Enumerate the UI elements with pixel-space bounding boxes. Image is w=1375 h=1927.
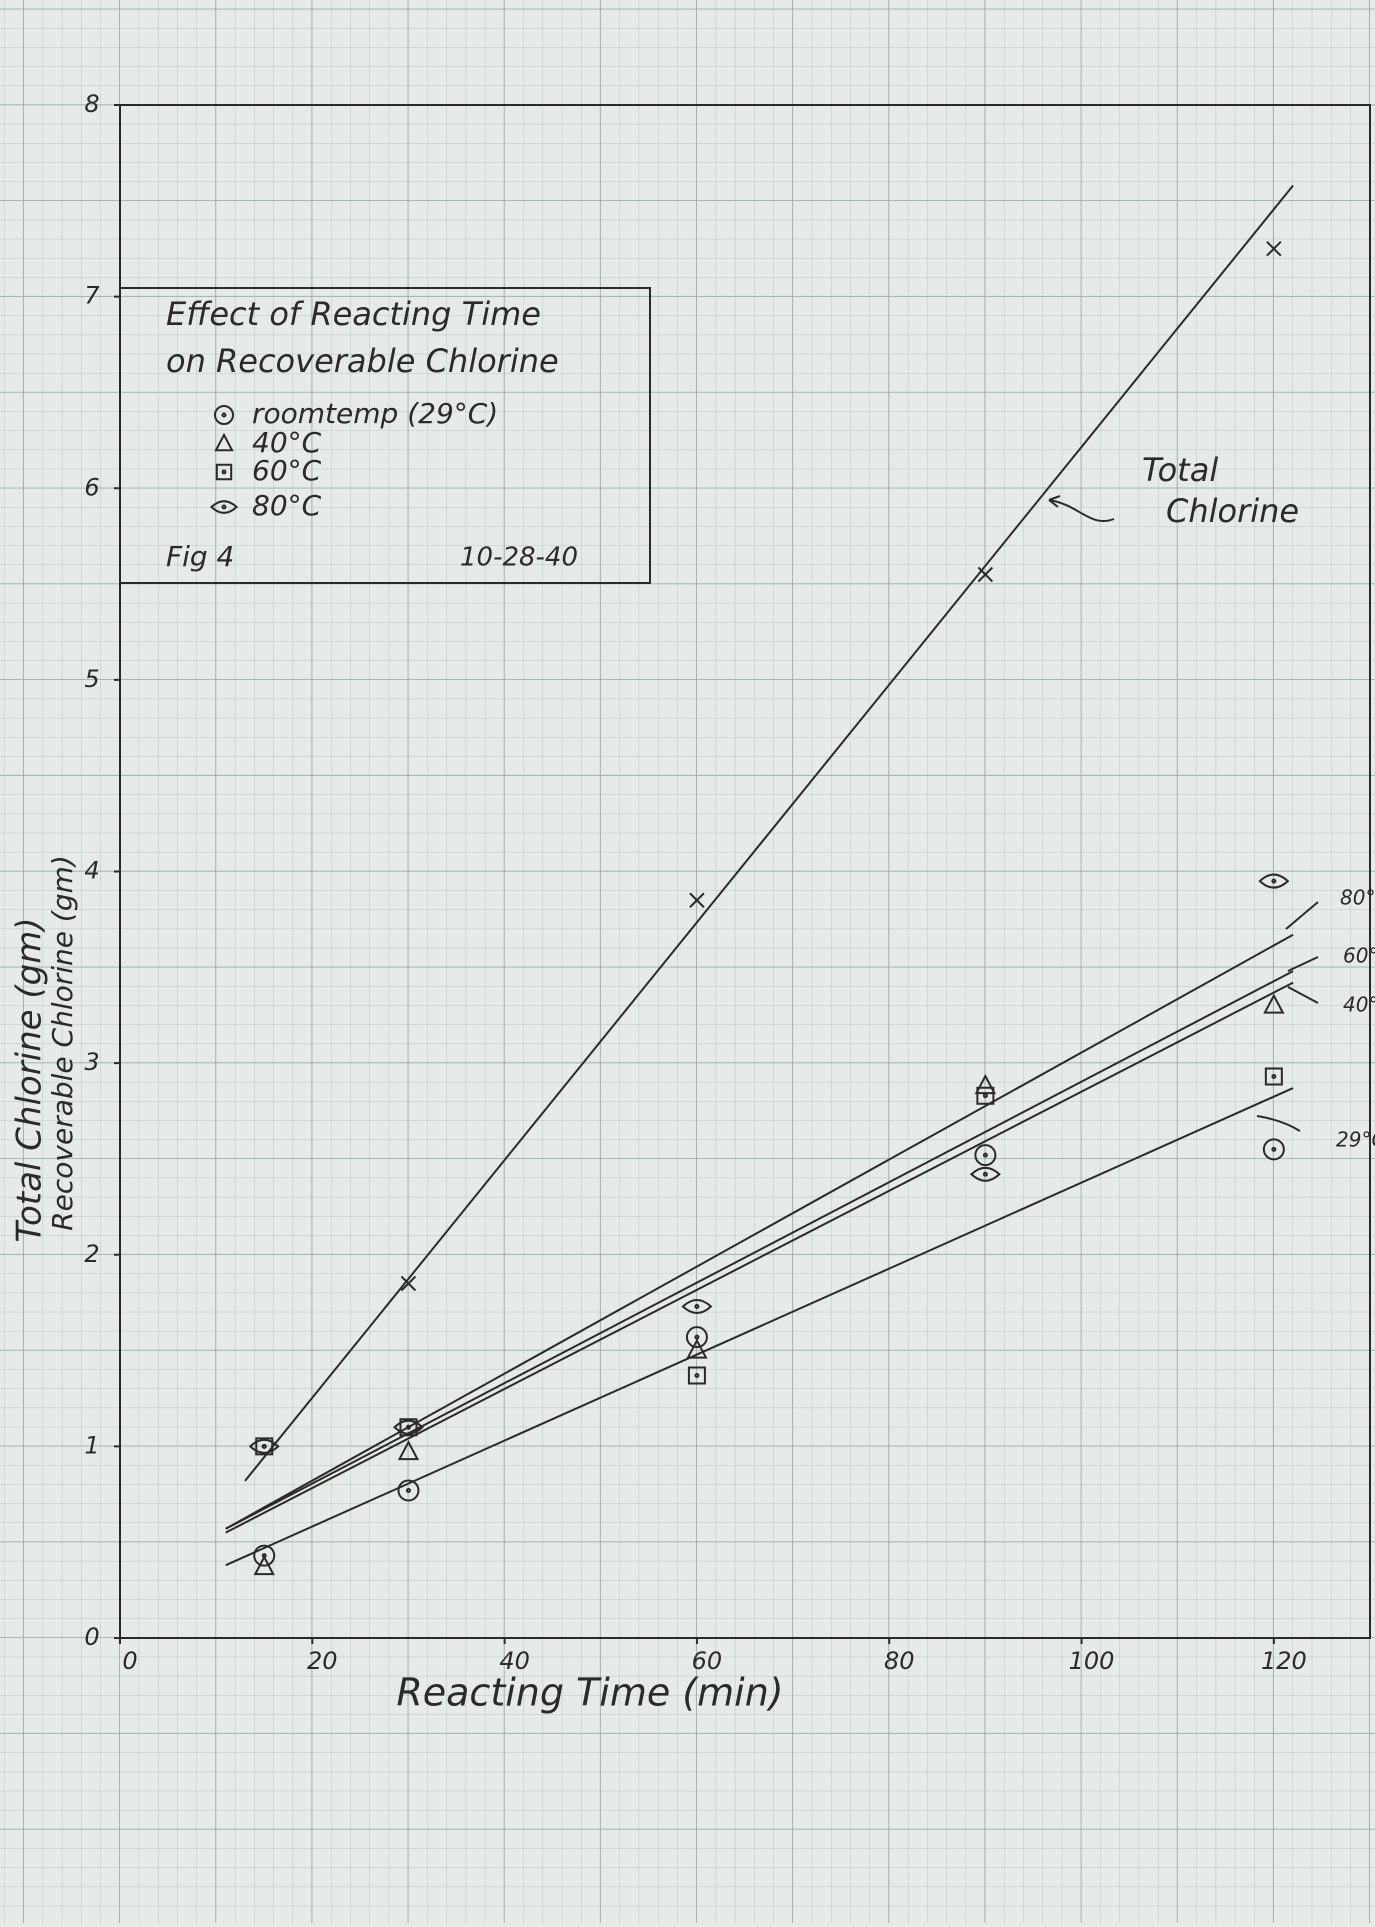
y-tick-label: 1 (84, 1431, 99, 1459)
figure-label: Fig 4 (166, 540, 234, 573)
x-tick-label: 60 (692, 1647, 723, 1675)
y-axis-label: Total Chlorine (gm) (10, 917, 50, 1242)
y-tick-label: 8 (84, 90, 99, 118)
x-tick-label: 40 (499, 1647, 530, 1675)
legend-label: 80°C (252, 489, 322, 522)
page: {"chart_data": { "type": "scatter", "tit… (0, 0, 1375, 1923)
annotation: Total (1142, 451, 1218, 489)
end-label: 40°C (1343, 993, 1375, 1017)
x-axis-label: Reacting Time (min) (396, 1671, 783, 1715)
x-tick-label: 0 (122, 1647, 137, 1675)
y-tick-label: 2 (84, 1240, 99, 1268)
y-tick-label: 3 (84, 1048, 99, 1076)
legend-title: Effect of Reacting Time (166, 295, 541, 333)
legend-label: 60°C (252, 454, 322, 487)
y-tick-label: 0 (84, 1623, 99, 1651)
end-label: 60°C (1343, 944, 1375, 968)
figure-date: 10-28-40 (460, 543, 578, 573)
y-tick-label: 6 (84, 473, 99, 501)
y-tick-label: 7 (84, 282, 100, 310)
x-tick-label: 100 (1069, 1647, 1115, 1675)
chart: Effect of Reacting Time on Recoverable C… (0, 0, 1375, 1923)
y-tick-label: 5 (84, 665, 99, 693)
y-axis-label-2: Recoverable Chlorine (gm) (46, 855, 79, 1231)
annotation: Chlorine (1166, 492, 1299, 530)
legend-subtitle: on Recoverable Chlorine (166, 342, 559, 380)
end-label: 80°C (1340, 886, 1375, 910)
x-tick-label: 20 (307, 1647, 338, 1675)
end-label: 29°C (1336, 1128, 1375, 1152)
x-tick-label: 80 (884, 1647, 915, 1675)
x-tick-label: 120 (1261, 1647, 1307, 1675)
y-tick-label: 4 (84, 857, 99, 885)
